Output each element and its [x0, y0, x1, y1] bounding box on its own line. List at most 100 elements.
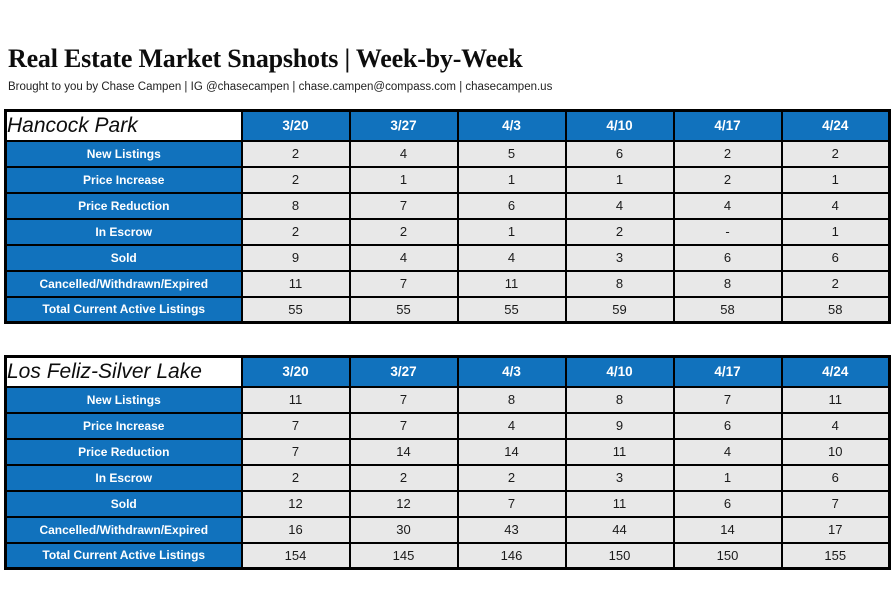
value-cell: 8 — [240, 191, 351, 220]
value-cell: 4 — [348, 139, 459, 168]
row-label: Total Current Active Listings — [4, 295, 243, 324]
week-column-header: 4/17 — [672, 355, 783, 388]
value-cell: 58 — [672, 295, 783, 324]
value-cell: 1 — [780, 217, 891, 246]
page-title: Real Estate Market Snapshots | Week-by-W… — [8, 44, 523, 73]
value-cell: 1 — [456, 165, 567, 194]
row-label: Sold — [4, 489, 243, 518]
week-column-header: 4/10 — [564, 109, 675, 142]
row-label: In Escrow — [4, 217, 243, 246]
row-label: Cancelled/Withdrawn/Expired — [4, 269, 243, 298]
value-cell: 6 — [672, 489, 783, 518]
table-header-row: Hancock Park 3/20 3/27 4/3 4/10 4/17 4/24 — [4, 109, 891, 142]
week-column-header: 3/20 — [240, 355, 351, 388]
table-row: New Listings 11 7 8 8 7 11 — [4, 385, 891, 414]
value-cell: 2 — [240, 139, 351, 168]
week-column-header: 4/3 — [456, 109, 567, 142]
value-cell: 154 — [240, 541, 351, 570]
value-cell: 8 — [672, 269, 783, 298]
row-label: New Listings — [4, 385, 243, 414]
market-snapshot-table: Los Feliz-Silver Lake 3/20 3/27 4/3 4/10 4/1… — [4, 355, 891, 570]
table-row: Total Current Active Listings 55 55 55 59 58 5… — [4, 295, 891, 324]
value-cell: 11 — [780, 385, 891, 414]
value-cell: 11 — [564, 437, 675, 466]
value-cell: 11 — [456, 269, 567, 298]
value-cell: 6 — [780, 243, 891, 272]
table-row: Sold 12 12 7 11 6 7 — [4, 489, 891, 518]
page-subtitle: Brought to you by Chase Campen | IG @cha… — [8, 81, 553, 93]
week-column-header: 4/24 — [780, 109, 891, 142]
value-cell: 4 — [564, 191, 675, 220]
value-cell: 8 — [456, 385, 567, 414]
value-cell: 6 — [564, 139, 675, 168]
table-row: Price Reduction 7 14 14 11 4 10 — [4, 437, 891, 466]
value-cell: 11 — [564, 489, 675, 518]
value-cell: 145 — [348, 541, 459, 570]
week-column-header: 3/20 — [240, 109, 351, 142]
value-cell: 7 — [348, 191, 459, 220]
value-cell: 4 — [456, 411, 567, 440]
week-column-header: 3/27 — [348, 109, 459, 142]
neighborhood-title-cell: Hancock Park — [4, 109, 243, 142]
value-cell: 7 — [348, 385, 459, 414]
value-cell: 6 — [672, 411, 783, 440]
value-cell: 59 — [564, 295, 675, 324]
value-cell: 146 — [456, 541, 567, 570]
value-cell: 5 — [456, 139, 567, 168]
value-cell: 7 — [348, 411, 459, 440]
row-label: In Escrow — [4, 463, 243, 492]
row-label: Cancelled/Withdrawn/Expired — [4, 515, 243, 544]
value-cell: 4 — [780, 191, 891, 220]
value-cell: 14 — [348, 437, 459, 466]
value-cell: 14 — [456, 437, 567, 466]
value-cell: 6 — [780, 463, 891, 492]
value-cell: 6 — [456, 191, 567, 220]
neighborhood-title-cell: Los Feliz-Silver Lake — [4, 355, 243, 388]
week-column-header: 4/10 — [564, 355, 675, 388]
value-cell: 3 — [564, 243, 675, 272]
value-cell: 1 — [780, 165, 891, 194]
value-cell: 55 — [456, 295, 567, 324]
value-cell: 2 — [240, 217, 351, 246]
value-cell: 1 — [564, 165, 675, 194]
table-row: Cancelled/Withdrawn/Expired 16 30 43 44 14 17 — [4, 515, 891, 544]
value-cell: 7 — [456, 489, 567, 518]
table-row: Price Increase 7 7 4 9 6 4 — [4, 411, 891, 440]
value-cell: - — [672, 217, 783, 246]
table-row: Total Current Active Listings 154 145 146 15… — [4, 541, 891, 570]
value-cell: 11 — [240, 385, 351, 414]
value-cell: 2 — [672, 165, 783, 194]
value-cell: 14 — [672, 515, 783, 544]
row-label: New Listings — [4, 139, 243, 168]
value-cell: 7 — [240, 411, 351, 440]
row-label: Sold — [4, 243, 243, 272]
value-cell: 8 — [564, 269, 675, 298]
week-column-header: 4/24 — [780, 355, 891, 388]
table-row: In Escrow 2 2 2 3 1 6 — [4, 463, 891, 492]
week-column-header: 4/3 — [456, 355, 567, 388]
row-label: Price Reduction — [4, 437, 243, 466]
value-cell: 10 — [780, 437, 891, 466]
value-cell: 7 — [780, 489, 891, 518]
value-cell: 7 — [348, 269, 459, 298]
value-cell: 1 — [456, 217, 567, 246]
value-cell: 58 — [780, 295, 891, 324]
value-cell: 7 — [672, 385, 783, 414]
value-cell: 2 — [240, 165, 351, 194]
value-cell: 43 — [456, 515, 567, 544]
table-row: Price Reduction 8 7 6 4 4 4 — [4, 191, 891, 220]
value-cell: 4 — [672, 191, 783, 220]
value-cell: 12 — [348, 489, 459, 518]
value-cell: 1 — [348, 165, 459, 194]
value-cell: 150 — [672, 541, 783, 570]
week-column-header: 3/27 — [348, 355, 459, 388]
table-row: Cancelled/Withdrawn/Expired 11 7 11 8 8 2 — [4, 269, 891, 298]
value-cell: 8 — [564, 385, 675, 414]
value-cell: 9 — [564, 411, 675, 440]
value-cell: 4 — [672, 437, 783, 466]
value-cell: 2 — [672, 139, 783, 168]
value-cell: 2 — [456, 463, 567, 492]
value-cell: 7 — [240, 437, 351, 466]
value-cell: 44 — [564, 515, 675, 544]
value-cell: 30 — [348, 515, 459, 544]
